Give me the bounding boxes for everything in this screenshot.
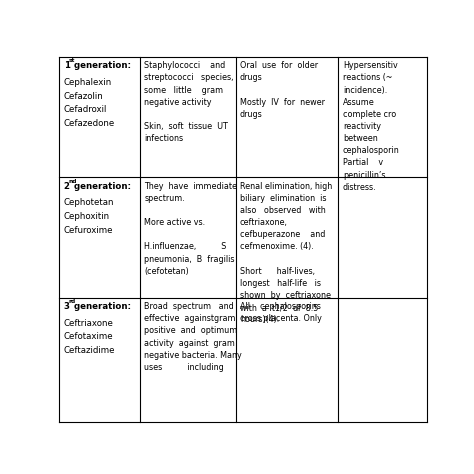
Text: Cefazolin: Cefazolin xyxy=(64,91,103,100)
Text: Hypersensitiv
reactions (~
incidence).
Assume
complete cro
reactivity
between
ce: Hypersensitiv reactions (~ incidence). A… xyxy=(343,61,400,192)
Text: All    cephalosporins
cross placenta. Only: All cephalosporins cross placenta. Only xyxy=(240,302,322,323)
Text: Cephoxitin: Cephoxitin xyxy=(64,212,110,221)
Text: They  have  immediate
spectrum.

More active vs.

H.influenzae,          S
pneum: They have immediate spectrum. More activ… xyxy=(145,182,237,276)
Text: 1: 1 xyxy=(64,61,70,70)
Text: 2: 2 xyxy=(64,182,70,191)
Text: Broad  spectrum   and
effective  againstgram
positive  and  optimum
activity  ag: Broad spectrum and effective againstgram… xyxy=(145,302,242,372)
Text: generation:: generation: xyxy=(72,61,131,70)
Text: generation:: generation: xyxy=(72,302,131,311)
Text: 3: 3 xyxy=(64,302,70,311)
Text: Cefuroxime: Cefuroxime xyxy=(64,226,113,235)
Text: Ceftazidime: Ceftazidime xyxy=(64,346,115,356)
Text: Staphylococci    and
streptococci   species,
some   little    gram
negative acti: Staphylococci and streptococci species, … xyxy=(145,61,234,143)
Text: Renal elimination, high
biliary  elimination  is
also   observed   with
ceftriax: Renal elimination, high biliary eliminat… xyxy=(240,182,332,324)
Text: Cefazedone: Cefazedone xyxy=(64,119,115,128)
Text: st: st xyxy=(68,58,75,64)
Text: Oral  use  for  older
drugs

Mostly  IV  for  newer
drugs: Oral use for older drugs Mostly IV for n… xyxy=(240,61,325,119)
Text: Ceftriaxone: Ceftriaxone xyxy=(64,319,114,328)
Text: generation:: generation: xyxy=(72,182,131,191)
Text: Cefadroxil: Cefadroxil xyxy=(64,105,107,114)
Text: nd: nd xyxy=(68,179,77,184)
Text: Cephalexin: Cephalexin xyxy=(64,78,112,87)
Text: Cephotetan: Cephotetan xyxy=(64,198,114,207)
Text: Cefotaxime: Cefotaxime xyxy=(64,332,113,341)
Text: rd: rd xyxy=(68,299,76,304)
